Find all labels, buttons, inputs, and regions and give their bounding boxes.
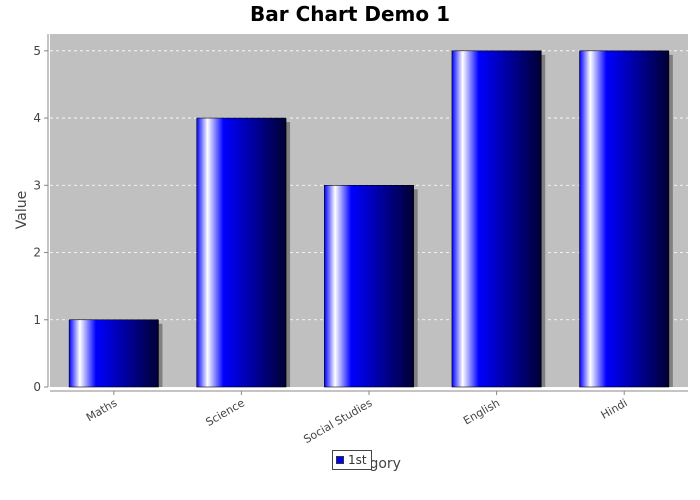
x-tick-label: Science: [203, 396, 247, 429]
y-axis-title: Value: [14, 191, 30, 229]
x-tick-label: Social Studies: [301, 396, 374, 446]
bar-maths[interactable]: [68, 319, 159, 388]
legend-swatch: [336, 456, 344, 464]
bar-english[interactable]: [451, 50, 542, 388]
y-tick-label: 5: [33, 44, 41, 58]
y-tick-label: 3: [33, 178, 41, 192]
x-tick-label: English: [461, 396, 502, 427]
chart-title: Bar Chart Demo 1: [250, 2, 450, 26]
legend: 1st: [332, 450, 372, 470]
bar-social-studies[interactable]: [324, 184, 414, 388]
y-tick-label: 1: [33, 313, 41, 327]
x-tick-label: Maths: [84, 396, 120, 424]
legend-label: 1st: [348, 453, 367, 467]
bar-hindi[interactable]: [579, 50, 670, 388]
x-tick-label: Hindi: [599, 396, 630, 421]
bar-science[interactable]: [196, 117, 287, 388]
y-tick-label: 2: [33, 246, 41, 260]
y-tick-label: 0: [33, 380, 41, 394]
y-tick-label: 4: [33, 111, 41, 125]
